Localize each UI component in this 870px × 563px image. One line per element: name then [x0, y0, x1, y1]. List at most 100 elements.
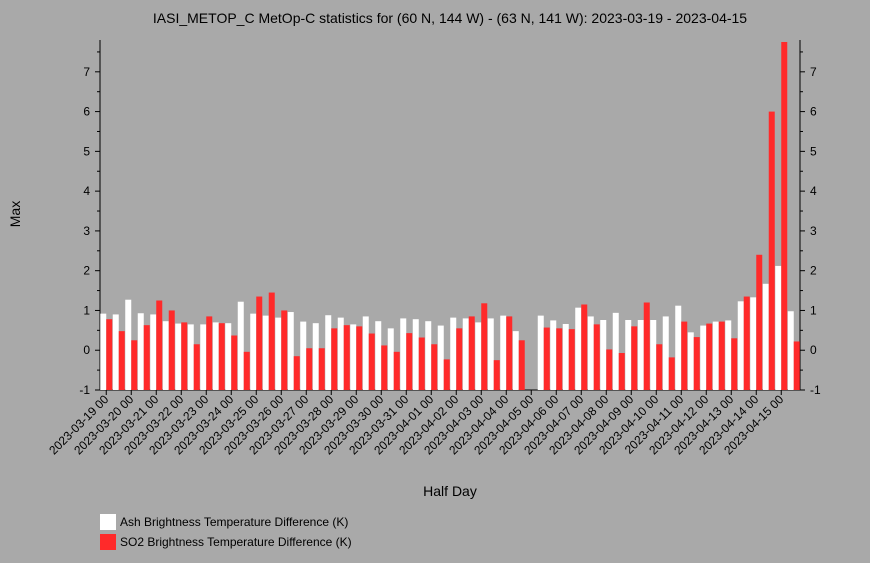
bar-so2: [718, 321, 725, 390]
bar-ash: [550, 320, 557, 390]
y-tick-label-left: 7: [83, 65, 90, 79]
bar-ash: [275, 317, 282, 390]
bar-ash: [725, 320, 732, 390]
y-tick-label-right: 0: [810, 343, 817, 357]
bar-so2: [431, 344, 438, 390]
bar-ash: [450, 317, 457, 390]
bar-ash: [600, 320, 607, 390]
bar-so2: [631, 326, 638, 390]
bar-ash: [737, 301, 744, 390]
bar-ash: [212, 322, 219, 390]
bar-so2: [318, 348, 325, 390]
bar-so2: [556, 328, 563, 390]
bar-so2: [681, 321, 688, 390]
y-tick-label-right: 3: [810, 224, 817, 238]
bar-ash: [175, 323, 182, 390]
y-tick-label-left: 3: [83, 224, 90, 238]
bar-so2: [706, 323, 713, 390]
bar-ash: [300, 321, 307, 390]
bar-ash: [337, 317, 344, 390]
bar-so2: [331, 328, 338, 390]
bar-so2: [343, 325, 350, 390]
y-axis-label: Max: [7, 201, 23, 227]
y-tick-label-right: 6: [810, 105, 817, 119]
bar-so2: [256, 296, 263, 390]
bar-so2: [443, 359, 450, 390]
bar-ash: [462, 318, 469, 390]
bar-so2: [293, 356, 300, 390]
bar-ash: [562, 323, 569, 390]
bar-so2: [493, 360, 500, 390]
bar-ash: [637, 320, 644, 390]
y-tick-label-right: 2: [810, 264, 817, 278]
y-tick-label-left: 4: [83, 184, 90, 198]
y-tick-label-left: 6: [83, 105, 90, 119]
bar-ash: [375, 321, 382, 390]
bar-so2: [143, 325, 150, 390]
bar-ash: [325, 315, 332, 390]
bar-so2: [768, 111, 775, 390]
bar-ash: [587, 316, 594, 390]
y-tick-label-left: 2: [83, 264, 90, 278]
bar-ash: [575, 307, 582, 390]
y-tick-label-left: 0: [83, 343, 90, 357]
y-tick-label-right: 7: [810, 65, 817, 79]
bar-ash: [700, 325, 707, 390]
bar-so2: [581, 304, 588, 390]
bar-so2: [793, 341, 800, 390]
bar-ash: [712, 321, 719, 390]
bar-ash: [487, 318, 494, 390]
bar-ash: [350, 324, 357, 390]
bar-ash: [287, 312, 294, 390]
bar-ash: [250, 313, 257, 390]
bar-ash: [137, 313, 144, 390]
bar-so2: [781, 41, 788, 390]
bar-ash: [475, 322, 482, 390]
bar-ash: [150, 314, 157, 390]
bar-ash: [312, 323, 319, 390]
bar-so2: [306, 348, 313, 390]
bar-so2: [356, 326, 363, 390]
chart-title: IASI_METOP_C MetOp-C statistics for (60 …: [153, 10, 747, 26]
legend-label-so2: SO2 Brightness Temperature Difference (K…: [120, 535, 352, 549]
bar-ash: [387, 328, 394, 390]
bar-so2: [693, 337, 700, 390]
bar-ash: [237, 301, 244, 390]
y-tick-label-left: -1: [79, 383, 90, 397]
x-axis-label: Half Day: [423, 483, 477, 499]
bar-ash: [125, 299, 132, 390]
bar-ash: [662, 316, 669, 390]
bar-ash: [762, 283, 769, 390]
y-tick-label-right: 1: [810, 303, 817, 317]
bar-ash: [200, 324, 207, 390]
legend-item-so2: SO2 Brightness Temperature Difference (K…: [100, 532, 352, 552]
bar-so2: [743, 296, 750, 390]
bar-ash: [437, 325, 444, 390]
legend-swatch-ash: [100, 514, 116, 530]
bar-so2: [668, 357, 675, 390]
bar-so2: [656, 344, 663, 390]
bar-ash: [400, 318, 407, 390]
y-tick-label-left: 5: [83, 144, 90, 158]
bar-so2: [456, 328, 463, 390]
bar-so2: [131, 340, 138, 390]
bar-so2: [156, 300, 163, 390]
bar-so2: [106, 319, 113, 390]
y-tick-label-right: -1: [810, 383, 821, 397]
bar-so2: [606, 349, 613, 390]
y-tick-label-left: 1: [83, 303, 90, 317]
bar-so2: [368, 333, 375, 390]
bar-so2: [231, 335, 238, 390]
bar-so2: [418, 337, 425, 390]
bar-ash: [225, 323, 232, 390]
bar-ash: [100, 313, 107, 390]
bar-ash: [187, 324, 194, 390]
bar-so2: [618, 353, 625, 390]
bar-so2: [206, 316, 213, 390]
bar-so2: [168, 310, 175, 390]
bar-ash: [625, 320, 632, 390]
bar-so2: [243, 351, 250, 390]
bar-ash: [687, 332, 694, 390]
bar-ash: [162, 321, 169, 390]
